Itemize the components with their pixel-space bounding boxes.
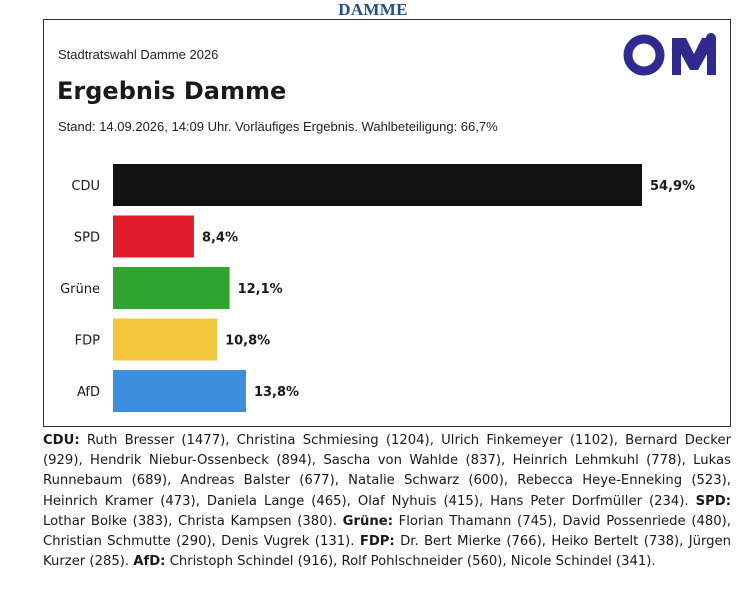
chart-note: Stand: 14.09.2026, 14:09 Uhr. Vorläufige…	[58, 119, 498, 134]
caption-party-label: CDU:	[43, 433, 80, 448]
caption-candidate-list: Christoph Schindel (916), Rolf Pohlschne…	[165, 554, 656, 570]
caption-party-label: AfD:	[133, 554, 166, 570]
caption-candidate-list: Lothar Bolke (383), Christa Kampsen (380…	[43, 513, 343, 529]
caption-party-label: Grüne:	[342, 513, 393, 529]
caption-party-label: FDP:	[359, 534, 395, 550]
chart-title: Ergebnis Damme	[57, 77, 287, 105]
caption-party-label: SPD:	[695, 493, 731, 509]
caption-candidate-list: Ruth Bresser (1477), Christina Schmiesin…	[43, 433, 731, 509]
om-logo-icon	[623, 33, 716, 76]
caption-candidate-list: Dr. Bert Mierke (766), Heiko Bertelt (73…	[43, 534, 731, 570]
caption-candidate-list: Florian Thamann (745), David Possenriede…	[43, 513, 731, 550]
chart-subtitle: Stadtratswahl Damme 2026	[58, 47, 219, 62]
page-title: DAMME	[338, 0, 408, 19]
candidate-caption: CDU: Ruth Bresser (1477), Christina Schm…	[43, 431, 731, 572]
